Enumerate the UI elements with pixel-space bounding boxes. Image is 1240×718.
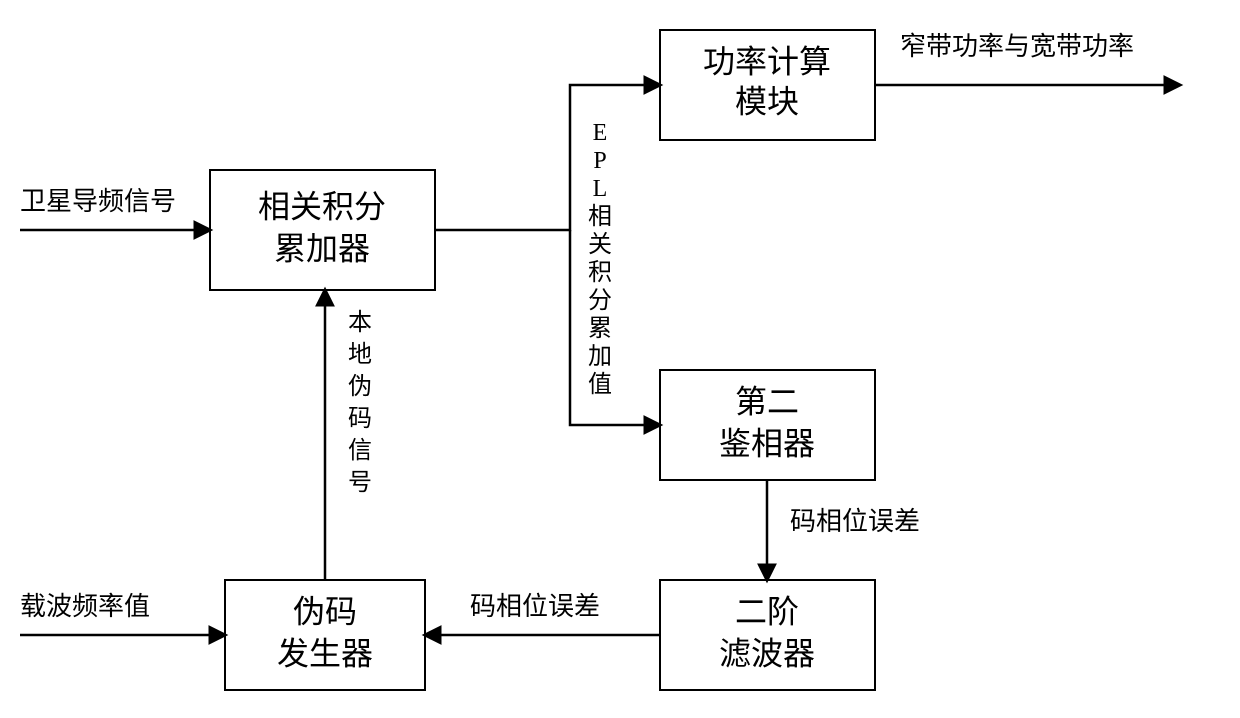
svg-text:加: 加 (588, 343, 612, 370)
svg-text:累: 累 (588, 316, 612, 342)
filter-line1: 二阶 (735, 593, 799, 629)
svg-text:地: 地 (348, 341, 372, 368)
node-filter: 二阶 滤波器 (660, 580, 875, 690)
svg-text:P: P (593, 148, 606, 174)
filter-line2: 滤波器 (719, 635, 815, 671)
svg-text:值: 值 (588, 371, 612, 398)
label-code-phase-err-v: 码相位误差 (790, 507, 920, 536)
code-gen-line2: 发生器 (277, 635, 373, 671)
svg-text:码: 码 (348, 406, 372, 432)
correlator-line2: 累加器 (274, 230, 370, 266)
label-epl-accum: EPL相关积分累加值 (588, 120, 612, 398)
svg-text:伪: 伪 (348, 373, 372, 400)
arrow-correlator-to-phasedet (570, 230, 660, 425)
svg-text:本: 本 (348, 309, 372, 336)
svg-text:分: 分 (588, 287, 612, 314)
power-calc-line1: 功率计算 (703, 43, 831, 79)
label-code-phase-err-h: 码相位误差 (470, 592, 600, 621)
label-local-pseudo: 本地伪码信号 (348, 309, 372, 496)
arrow-correlator-to-power (435, 85, 660, 230)
phase-det-line1: 第二 (735, 383, 799, 419)
node-power-calc: 功率计算 模块 (660, 30, 875, 140)
node-correlator: 相关积分 累加器 (210, 170, 435, 290)
correlator-line1: 相关积分 (258, 188, 386, 224)
phase-det-line2: 鉴相器 (719, 425, 815, 461)
power-calc-line2: 模块 (735, 83, 799, 119)
node-code-generator: 伪码 发生器 (225, 580, 425, 690)
svg-text:E: E (593, 120, 608, 146)
svg-text:L: L (593, 176, 608, 202)
svg-text:号: 号 (348, 470, 372, 496)
svg-text:关: 关 (588, 231, 612, 258)
label-carrier-freq: 载波频率值 (20, 592, 150, 621)
svg-text:积: 积 (588, 259, 612, 286)
svg-text:信: 信 (348, 437, 372, 464)
label-satellite-pilot: 卫星导频信号 (20, 187, 176, 216)
node-phase-detector: 第二 鉴相器 (660, 370, 875, 480)
code-gen-line1: 伪码 (293, 593, 357, 629)
label-nb-wb-power: 窄带功率与宽带功率 (900, 32, 1134, 61)
svg-text:相: 相 (588, 203, 612, 230)
